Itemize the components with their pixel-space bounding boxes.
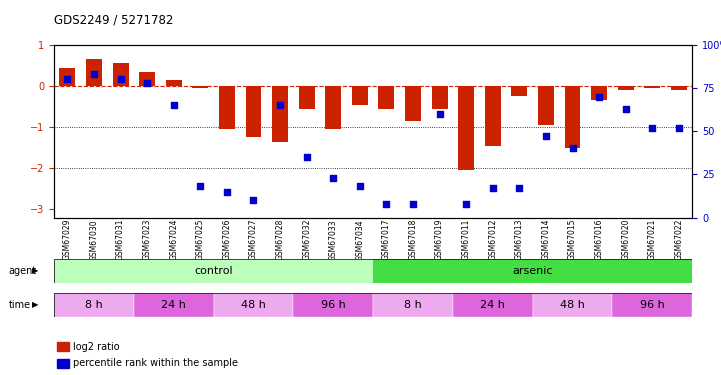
Point <box>115 76 126 82</box>
Point <box>61 76 73 82</box>
Point <box>327 175 339 181</box>
Text: 96 h: 96 h <box>640 300 665 310</box>
Bar <box>612 292 692 317</box>
Bar <box>54 292 134 317</box>
Bar <box>352 86 368 105</box>
Bar <box>193 86 208 88</box>
Bar <box>533 292 612 317</box>
Bar <box>139 72 155 86</box>
Bar <box>618 86 634 90</box>
Bar <box>59 68 75 86</box>
Text: 24 h: 24 h <box>480 300 505 310</box>
Point <box>88 71 99 77</box>
Bar <box>373 259 692 283</box>
Point <box>673 125 685 131</box>
Point <box>620 106 632 112</box>
Bar <box>373 292 453 317</box>
Bar <box>325 86 341 129</box>
Point <box>487 185 498 191</box>
Point <box>248 197 260 203</box>
Text: 8 h: 8 h <box>404 300 422 310</box>
Bar <box>293 292 373 317</box>
Point <box>407 201 419 207</box>
Point <box>647 125 658 131</box>
Bar <box>671 86 687 90</box>
Text: percentile rank within the sample: percentile rank within the sample <box>74 358 238 368</box>
Text: 48 h: 48 h <box>241 300 266 310</box>
Bar <box>432 86 448 109</box>
Text: 48 h: 48 h <box>560 300 585 310</box>
Point <box>274 102 286 108</box>
Bar <box>166 80 182 86</box>
Point <box>141 80 153 86</box>
Point <box>513 185 525 191</box>
Bar <box>272 86 288 141</box>
Bar <box>219 86 235 129</box>
Bar <box>245 86 262 137</box>
Point <box>461 201 472 207</box>
Point <box>301 154 312 160</box>
Bar <box>54 259 373 283</box>
Bar <box>591 86 607 100</box>
Bar <box>379 86 394 109</box>
Bar <box>134 292 213 317</box>
Point <box>221 189 233 195</box>
Point <box>195 183 206 189</box>
Text: 24 h: 24 h <box>162 300 186 310</box>
Bar <box>57 359 68 368</box>
Text: 96 h: 96 h <box>321 300 345 310</box>
Text: arsenic: arsenic <box>513 266 553 276</box>
Point <box>540 134 552 140</box>
Point <box>434 111 446 117</box>
Text: time: time <box>9 300 31 310</box>
Bar <box>86 59 102 86</box>
Text: 8 h: 8 h <box>85 300 103 310</box>
Bar <box>213 292 293 317</box>
Text: log2 ratio: log2 ratio <box>74 342 120 351</box>
Text: ▶: ▶ <box>32 300 38 309</box>
Bar <box>538 86 554 125</box>
Text: agent: agent <box>9 266 37 276</box>
Text: GDS2249 / 5271782: GDS2249 / 5271782 <box>54 13 174 26</box>
Point <box>593 94 605 100</box>
Bar <box>645 86 660 88</box>
Bar <box>57 342 68 351</box>
Bar <box>511 86 527 96</box>
Bar <box>565 86 580 148</box>
Point <box>567 146 578 152</box>
Bar <box>453 292 533 317</box>
Point <box>168 102 180 108</box>
Text: control: control <box>194 266 233 276</box>
Bar <box>485 86 500 146</box>
Point <box>354 183 366 189</box>
Bar <box>298 86 314 109</box>
Text: ▶: ▶ <box>32 266 38 275</box>
Bar <box>458 86 474 170</box>
Point <box>381 201 392 207</box>
Bar <box>112 63 128 86</box>
Bar <box>405 86 421 121</box>
